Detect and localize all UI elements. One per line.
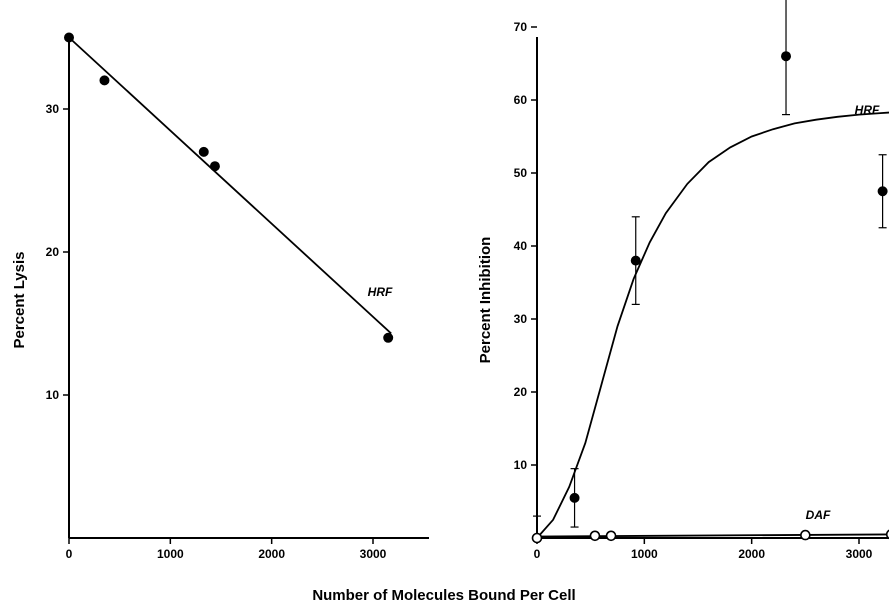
hrf-data-point xyxy=(99,75,110,86)
hrf-data-point xyxy=(781,51,792,62)
hrf-data-point xyxy=(630,255,641,266)
hrf-data-point xyxy=(383,332,394,343)
right-series-labels: HRF DAF xyxy=(806,103,880,522)
y-tick-label: 30 xyxy=(46,102,60,116)
left-ticks: 0 1000 2000 3000 10 20 30 xyxy=(46,102,387,561)
hrf-fit-line xyxy=(68,36,392,335)
y-tick-label: 20 xyxy=(514,385,528,399)
chart-percent-inhibition: Percent Inhibition 0 1000 2000 3000 10 20 30 40… xyxy=(477,0,889,561)
y-tick-label: 70 xyxy=(514,20,528,34)
x-tick-label: 2000 xyxy=(738,547,765,561)
daf-data-point xyxy=(589,530,601,542)
chart-percent-lysis: Percent Lysis 0 1000 2000 3000 10 20 30 HRF xyxy=(11,32,429,561)
y-tick-label: 10 xyxy=(46,388,60,402)
hrf-data-point xyxy=(569,492,580,503)
hrf-data-point xyxy=(209,161,220,172)
x-tick-label: 2000 xyxy=(258,547,285,561)
daf-series-label: DAF xyxy=(806,508,831,522)
hrf-fit-line xyxy=(536,111,889,539)
left-fit-lines xyxy=(68,36,392,335)
hrf-series-label: HRF xyxy=(855,103,880,117)
hrf-data-point xyxy=(198,146,209,157)
right-ticks: 0 1000 2000 3000 10 20 30 40 50 60 70 xyxy=(514,20,873,561)
hrf-series-label: HRF xyxy=(368,285,393,299)
daf-data-point xyxy=(885,529,889,540)
x-tick-label: 1000 xyxy=(157,547,184,561)
right-fit-lines xyxy=(536,111,889,539)
x-tick-label: 3000 xyxy=(360,547,387,561)
daf-data-point xyxy=(605,530,617,542)
left-points xyxy=(64,32,394,343)
y-tick-label: 30 xyxy=(514,312,528,326)
right-error-bars xyxy=(533,0,887,539)
y-tick-label: 20 xyxy=(46,245,60,259)
y-tick-label: 40 xyxy=(514,239,528,253)
shared-x-axis-title: Number of Molecules Bound Per Cell xyxy=(312,587,575,604)
y-tick-label: 10 xyxy=(514,458,528,472)
right-points xyxy=(531,51,889,544)
daf-data-point xyxy=(800,529,811,541)
left-y-axis-title: Percent Lysis xyxy=(11,252,28,349)
hrf-data-point xyxy=(877,186,888,197)
y-tick-label: 50 xyxy=(514,166,528,180)
hrf-data-point xyxy=(64,32,74,43)
x-tick-label: 1000 xyxy=(631,547,658,561)
daf-data-point xyxy=(531,532,543,544)
x-tick-label: 0 xyxy=(66,547,73,561)
x-tick-label: 3000 xyxy=(846,547,873,561)
right-y-axis-title: Percent Inhibition xyxy=(477,237,494,364)
left-series-labels: HRF xyxy=(368,285,393,299)
y-tick-label: 60 xyxy=(514,93,528,107)
x-tick-label: 0 xyxy=(534,547,541,561)
